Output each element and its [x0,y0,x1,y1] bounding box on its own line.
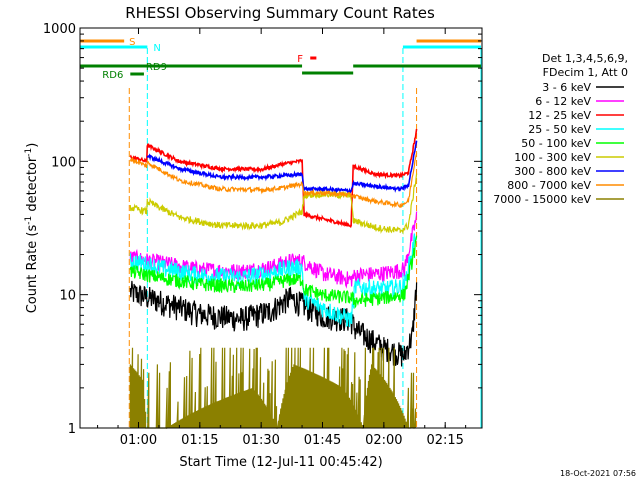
y-axis-label-end: ) [25,143,40,148]
series-line-3-6keV [129,280,418,367]
y-axis-label-mid: detector [25,156,40,216]
legend-header-line-2: FDecim 1, Att 0 [543,66,628,79]
x-tick-label: 02:00 [365,433,402,448]
legend-entry-label: 800 - 7000 keV [507,179,591,192]
legend-entry-label: 3 - 6 keV [542,81,591,94]
x-axis-label: Start Time (12-Jul-11 00:45:42) [179,455,382,470]
plot-frame [79,27,483,429]
legend-entry-label: 6 - 12 keV [535,95,591,108]
y-tick-label: 100 [51,155,76,170]
x-tick-label: 01:00 [120,433,157,448]
series-line-300-800keV [146,140,418,195]
series-line-800-7000keV [129,152,418,209]
legend-entry-label: 300 - 800 keV [514,165,591,178]
y-axis-label-sup2: -1 [24,148,34,157]
night-flag-label: N [153,43,160,54]
generation-timestamp: 18-Oct-2021 07:56 [560,469,636,478]
chart-title: RHESSI Observing Summary Count Rates [125,4,435,22]
y-tick-label: 10 [59,289,76,304]
x-tick-label: 01:15 [181,433,218,448]
series-line-25-50keV [129,233,417,328]
series-line-100-300keV [129,173,418,235]
y-axis-label-sup1: -1 [24,216,34,225]
legend-entry-label: 7000 - 15000 keV [493,193,591,206]
y-axis-label-main: Count Rate (s [25,225,40,314]
y-tick-label: 1000 [43,22,76,37]
x-axis-ticks: 01:00 01:15 01:30 01:45 02:00 02:15 [97,28,467,448]
legend-entry-label: 50 - 100 keV [521,137,591,150]
legend-entry-label: 100 - 300 keV [514,151,591,164]
series-line-50-100keV [129,235,418,309]
x-tick-label: 02:15 [426,433,463,448]
count-rate-series [129,128,418,430]
series-line-12-25keV [129,128,418,229]
flare-flag-label: F [297,54,303,65]
rd6-flag-label: RD6 [102,70,123,81]
rd9-flag-label: RD9 [146,62,167,73]
y-tick-label: 1 [68,422,76,437]
series-line-7000-15000keV [129,347,417,430]
legend-entry-label: 12 - 25 keV [528,109,591,122]
series-line-6-12keV [129,211,418,289]
y-axis-label: Count Rate (s-1 detector-1) [24,143,40,314]
x-tick-label: 01:45 [304,433,341,448]
legend-entry-label: 25 - 50 keV [528,123,591,136]
observing-flags: S N RD9 RD6 F [79,37,482,428]
x-tick-label: 01:30 [242,433,279,448]
saa-flag-label: S [129,37,135,48]
y-axis-ticks: 1 10 100 1000 [43,22,482,437]
legend-header-line-1: Det 1,3,4,5,6,9, [542,52,628,65]
